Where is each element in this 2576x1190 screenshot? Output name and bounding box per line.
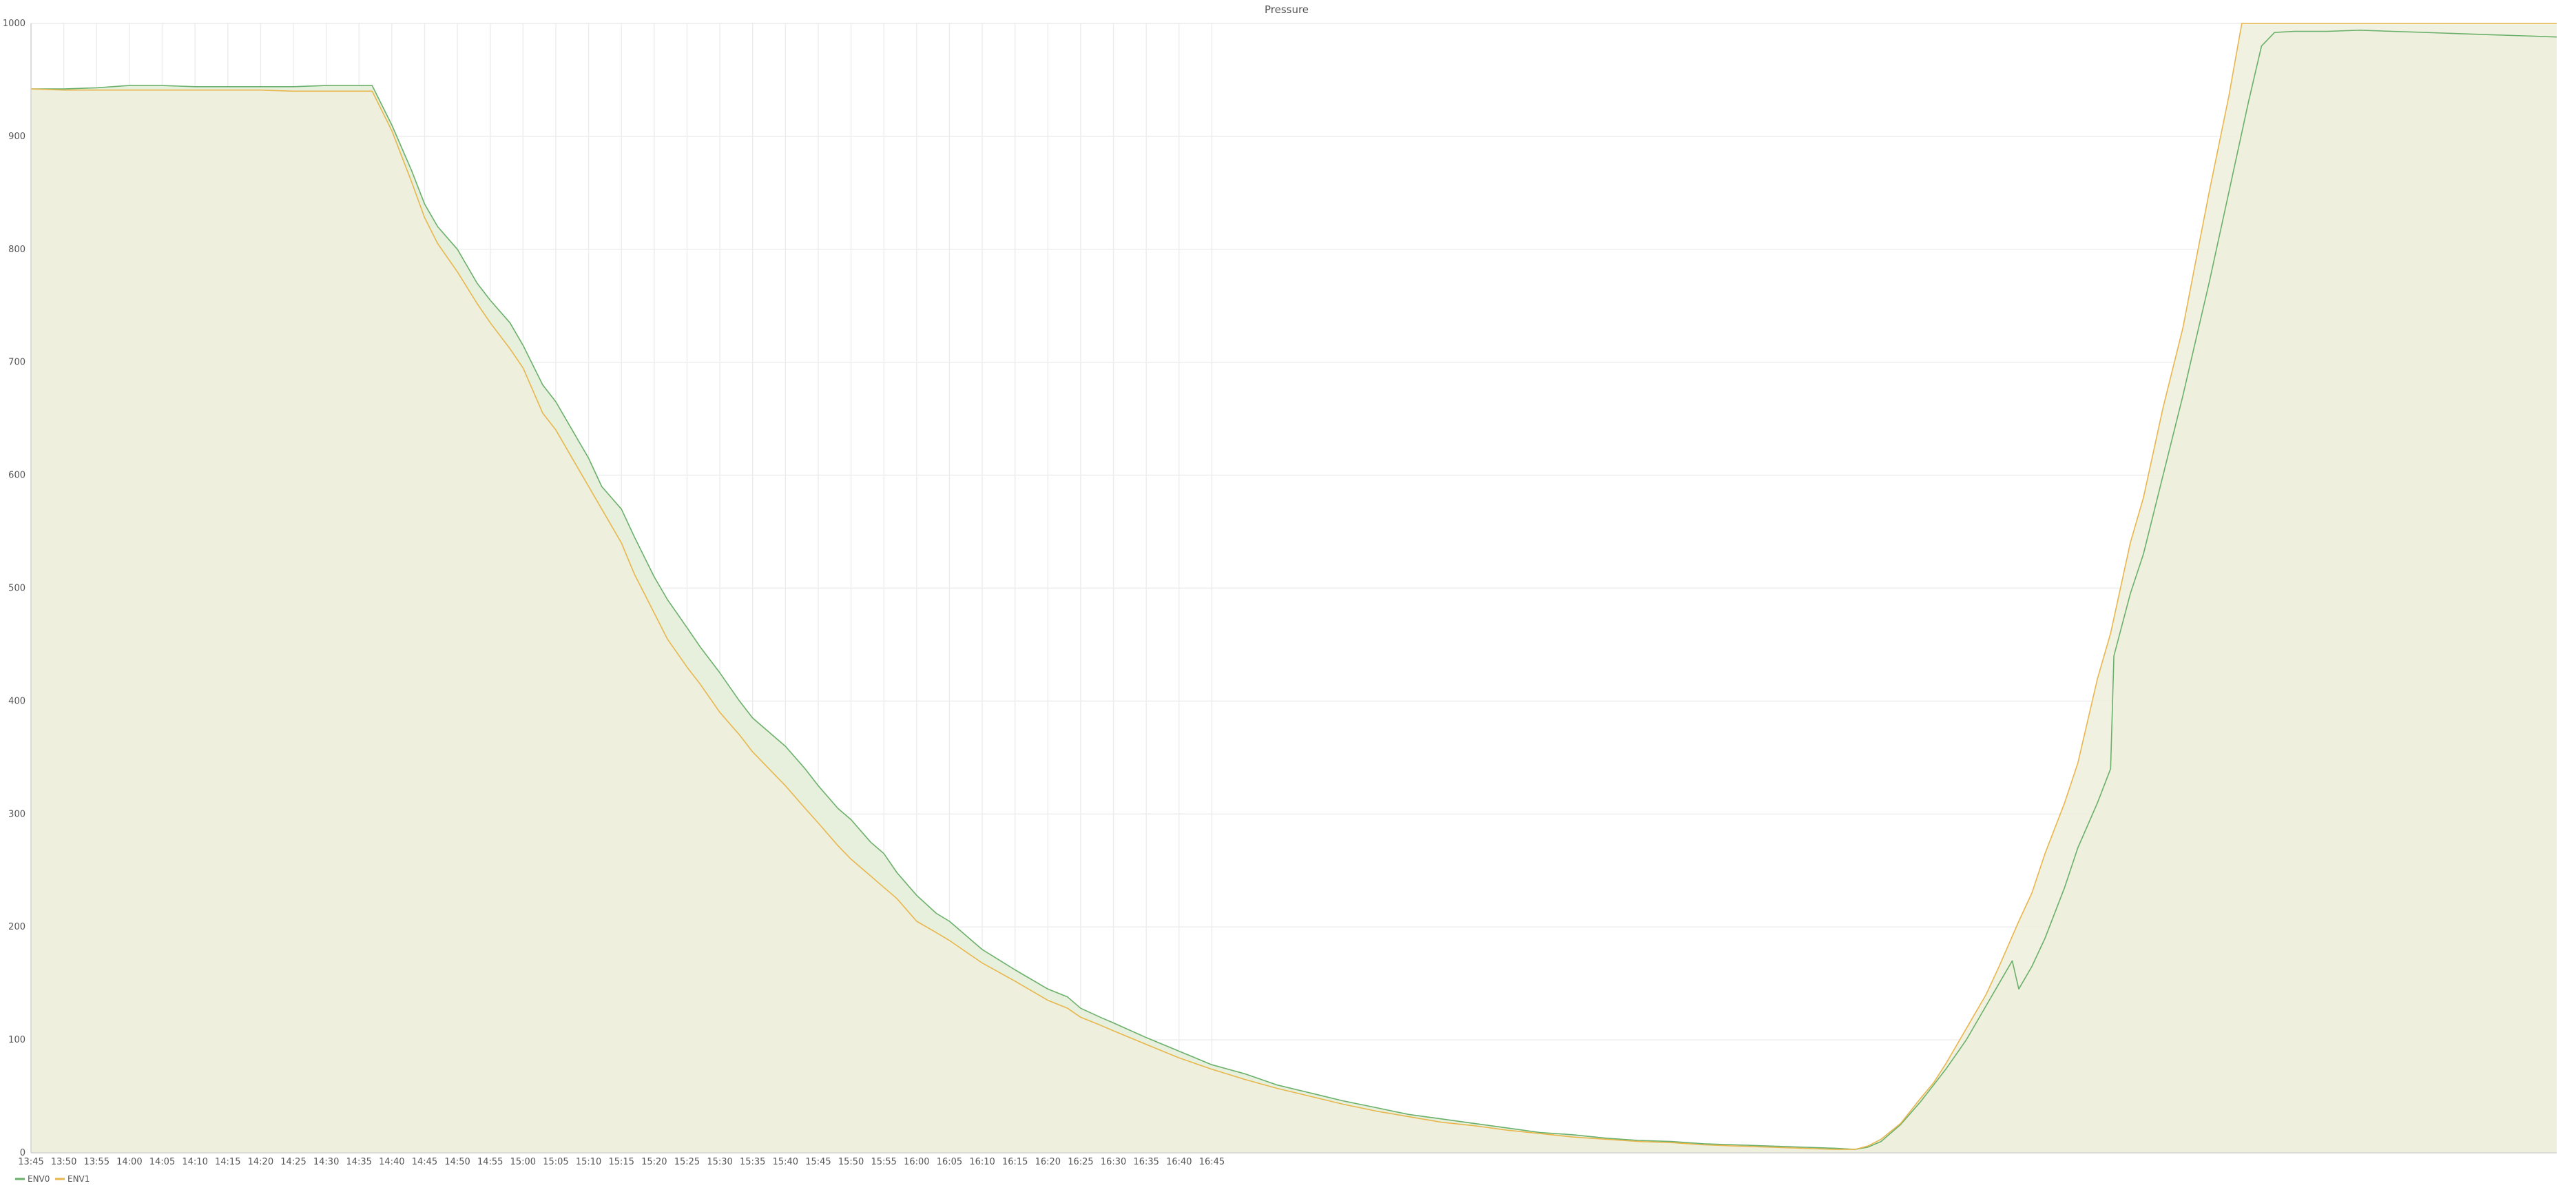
x-tick-label: 14:35 [346, 1157, 371, 1167]
y-tick-label: 0 [20, 1148, 25, 1158]
x-tick-label: 16:25 [1068, 1157, 1093, 1167]
legend-label-env1[interactable]: ENV1 [67, 1174, 90, 1184]
y-tick-label: 800 [8, 245, 25, 255]
series-area-env1 [31, 23, 2557, 1153]
x-tick-label: 16:10 [969, 1157, 995, 1167]
x-tick-label: 14:40 [379, 1157, 404, 1167]
x-tick-label: 14:00 [116, 1157, 142, 1167]
x-tick-label: 14:50 [444, 1157, 470, 1167]
series-line-env0 [31, 29, 2557, 1150]
x-tick-label: 14:30 [313, 1157, 339, 1167]
axis-layer: 0 100 200 300 400 500 600 700 800 900 1000 13:45 13:… [3, 19, 2557, 1167]
x-tick-label: 15:50 [838, 1157, 864, 1167]
y-tick-label: 500 [8, 584, 25, 594]
x-tick-label: 16:35 [1133, 1157, 1159, 1167]
y-tick-label: 700 [8, 358, 25, 368]
x-tick-label: 15:55 [871, 1157, 896, 1167]
x-tick-label: 14:45 [412, 1157, 437, 1167]
x-tick-label: 16:45 [1199, 1157, 1225, 1167]
x-tick-label: 15:05 [543, 1157, 568, 1167]
x-tick-label: 16:30 [1101, 1157, 1126, 1167]
x-tick-label: 15:35 [740, 1157, 765, 1167]
x-tick-label: 13:55 [84, 1157, 110, 1167]
x-tick-label: 16:15 [1002, 1157, 1028, 1167]
y-tick-label: 100 [8, 1035, 25, 1045]
x-tick-label: 16:40 [1166, 1157, 1192, 1167]
y-tick-label: 600 [8, 471, 25, 481]
x-tick-label: 14:15 [215, 1157, 240, 1167]
x-tick-label: 14:55 [477, 1157, 503, 1167]
y-tick-label: 200 [8, 922, 25, 932]
x-tick-label: 16:05 [937, 1157, 962, 1167]
line-layer [30, 23, 2557, 1150]
x-tick-label: 15:30 [707, 1157, 732, 1167]
area-layer [31, 23, 2557, 1153]
x-tick-label: 15:40 [773, 1157, 798, 1167]
y-tick-label: 300 [8, 809, 25, 819]
x-tick-label: 16:00 [904, 1157, 929, 1167]
x-tick-label: 14:10 [182, 1157, 207, 1167]
x-tick-label: 14:05 [149, 1157, 175, 1167]
x-tick-label: 15:00 [510, 1157, 536, 1167]
y-tick-label: 400 [8, 696, 25, 706]
series-line-env1 [30, 23, 2557, 1150]
x-tick-label: 15:10 [576, 1157, 601, 1167]
x-tick-label: 13:50 [51, 1157, 76, 1167]
y-tick-label: 1000 [3, 19, 25, 29]
x-tick-label: 14:25 [280, 1157, 306, 1167]
x-tick-label: 13:45 [18, 1157, 43, 1167]
x-tick-label: 15:45 [805, 1157, 831, 1167]
y-tick-label: 900 [8, 132, 25, 142]
legend-label-env0[interactable]: ENV0 [28, 1174, 50, 1184]
x-tick-label: 15:15 [608, 1157, 634, 1167]
x-tick-label: 16:20 [1035, 1157, 1061, 1167]
x-tick-label: 15:25 [674, 1157, 700, 1167]
x-tick-label: 14:20 [248, 1157, 273, 1167]
chart-title: Pressure [1265, 3, 1309, 16]
x-tick-label: 15:20 [641, 1157, 667, 1167]
legend: ENV0 ENV1 [15, 1174, 90, 1184]
